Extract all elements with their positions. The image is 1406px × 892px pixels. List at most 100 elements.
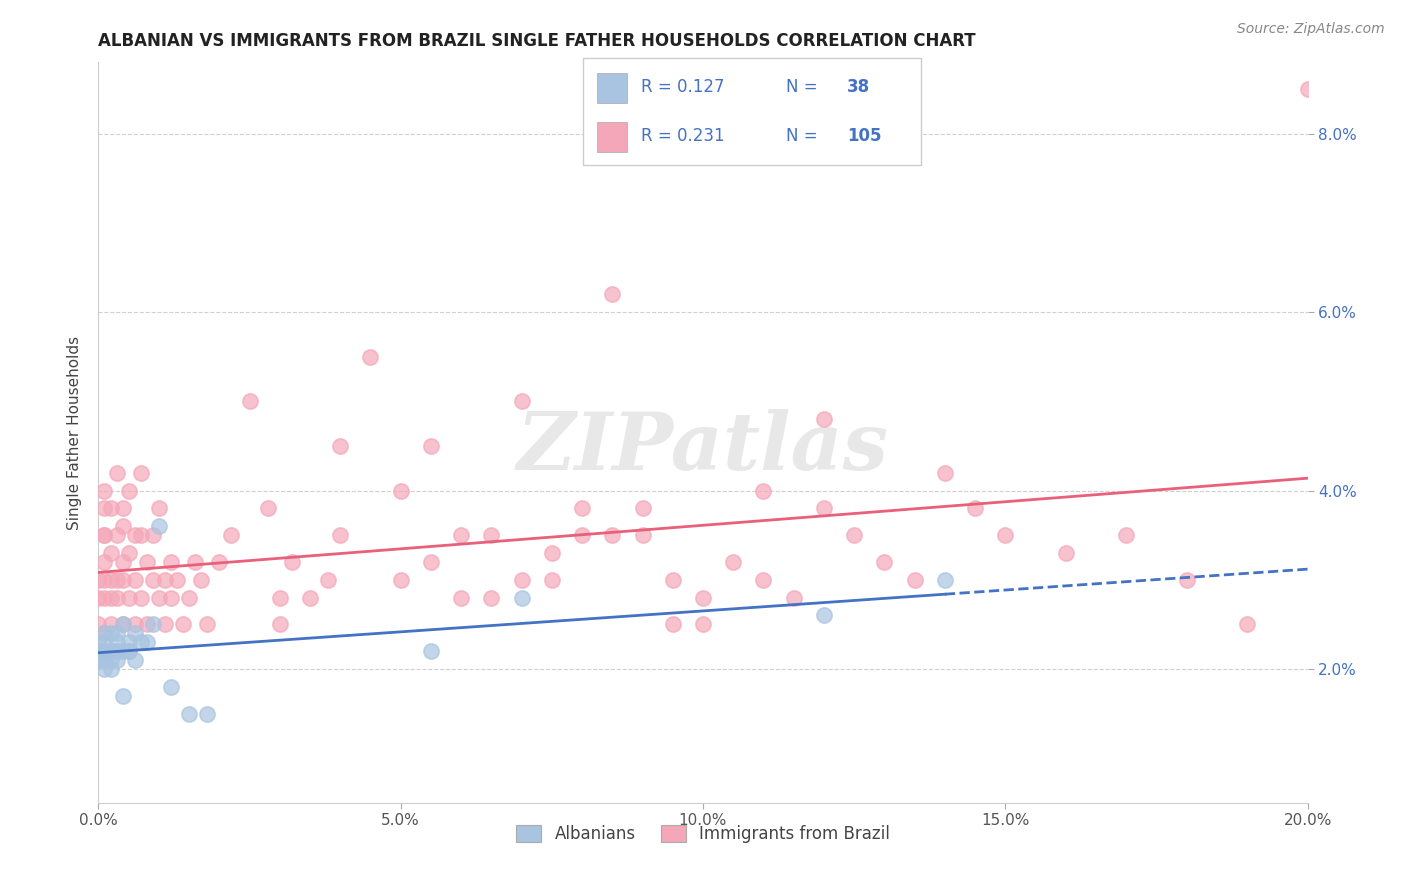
- Point: [692, 617, 714, 632]
- Point: [329, 439, 352, 453]
- Text: 105: 105: [846, 128, 882, 145]
- Point: [93, 653, 115, 667]
- Point: [135, 617, 157, 632]
- Point: [118, 644, 141, 658]
- Point: [160, 680, 183, 694]
- Point: [111, 501, 134, 516]
- Point: [118, 546, 141, 560]
- Point: [111, 519, 134, 533]
- Point: [93, 591, 115, 605]
- Point: [166, 573, 188, 587]
- Point: [100, 501, 122, 516]
- Point: [844, 528, 866, 542]
- Point: [752, 483, 775, 498]
- Point: [256, 501, 278, 516]
- Point: [87, 653, 110, 667]
- Point: [111, 644, 134, 658]
- Point: [631, 528, 654, 542]
- Point: [481, 528, 503, 542]
- Point: [87, 617, 110, 632]
- Point: [87, 591, 110, 605]
- Point: [87, 635, 110, 649]
- Point: [124, 653, 146, 667]
- Point: [1115, 528, 1137, 542]
- Point: [692, 591, 714, 605]
- Point: [105, 626, 128, 640]
- Point: [752, 573, 775, 587]
- Point: [510, 573, 533, 587]
- Point: [111, 689, 134, 703]
- Text: 38: 38: [846, 78, 870, 95]
- Point: [124, 528, 146, 542]
- Point: [93, 626, 115, 640]
- Point: [87, 644, 110, 658]
- Point: [208, 555, 231, 569]
- Point: [195, 617, 218, 632]
- Point: [111, 617, 134, 632]
- Point: [269, 591, 291, 605]
- Point: [111, 555, 134, 569]
- Point: [100, 662, 122, 676]
- Point: [631, 501, 654, 516]
- Point: [661, 617, 683, 632]
- Point: [93, 644, 115, 658]
- Point: [142, 528, 165, 542]
- Point: [723, 555, 745, 569]
- Point: [135, 635, 157, 649]
- Point: [93, 662, 115, 676]
- Point: [965, 501, 987, 516]
- Point: [100, 617, 122, 632]
- Point: [316, 573, 339, 587]
- Point: [571, 528, 593, 542]
- Point: [105, 466, 128, 480]
- Point: [118, 591, 141, 605]
- Point: [1175, 573, 1198, 587]
- Point: [329, 528, 352, 542]
- Point: [100, 591, 122, 605]
- Point: [124, 573, 146, 587]
- Point: [571, 501, 593, 516]
- Point: [93, 635, 115, 649]
- Text: ALBANIAN VS IMMIGRANTS FROM BRAZIL SINGLE FATHER HOUSEHOLDS CORRELATION CHART: ALBANIAN VS IMMIGRANTS FROM BRAZIL SINGL…: [98, 32, 976, 50]
- Point: [93, 644, 115, 658]
- Point: [124, 617, 146, 632]
- Bar: [598, 122, 627, 153]
- Point: [129, 591, 152, 605]
- Text: R = 0.127: R = 0.127: [641, 78, 724, 95]
- Point: [221, 528, 243, 542]
- Point: [105, 528, 128, 542]
- Point: [129, 635, 152, 649]
- Point: [160, 555, 183, 569]
- Point: [153, 617, 176, 632]
- Point: [93, 653, 115, 667]
- Point: [129, 528, 152, 542]
- Point: [148, 501, 170, 516]
- Point: [450, 591, 472, 605]
- Point: [813, 501, 835, 516]
- Point: [100, 573, 122, 587]
- Point: [105, 635, 128, 649]
- Point: [450, 528, 472, 542]
- Point: [153, 573, 176, 587]
- Point: [281, 555, 304, 569]
- Text: N =: N =: [786, 128, 817, 145]
- Point: [239, 394, 262, 409]
- Point: [148, 591, 170, 605]
- Point: [100, 626, 122, 640]
- Point: [540, 573, 562, 587]
- Point: [93, 626, 115, 640]
- Point: [118, 635, 141, 649]
- Point: [299, 591, 322, 605]
- FancyBboxPatch shape: [583, 58, 921, 165]
- Point: [195, 706, 218, 721]
- Point: [111, 573, 134, 587]
- Point: [129, 466, 152, 480]
- Point: [93, 528, 115, 542]
- Point: [510, 394, 533, 409]
- Point: [105, 653, 128, 667]
- Point: [93, 528, 115, 542]
- Point: [105, 644, 128, 658]
- Point: [100, 644, 122, 658]
- Point: [783, 591, 806, 605]
- Point: [160, 591, 183, 605]
